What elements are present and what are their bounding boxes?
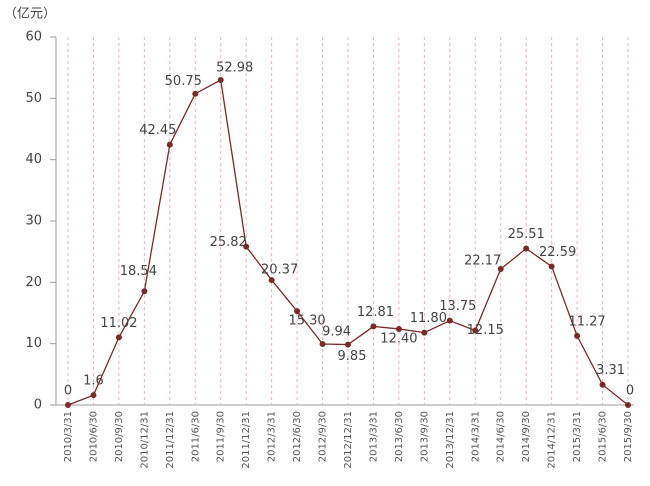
y-tick-label: 40 — [25, 152, 42, 167]
data-point — [421, 329, 428, 336]
data-label: 52.98 — [216, 61, 253, 76]
data-label: 50.75 — [165, 74, 202, 89]
x-tick-label: 2015/6/30 — [598, 411, 609, 462]
x-tick-label: 2012/3/31 — [267, 411, 278, 462]
y-tick-label: 30 — [25, 214, 42, 229]
x-tick-label: 2013/12/31 — [445, 411, 456, 469]
y-axis-label: （亿元） — [4, 7, 56, 22]
data-label: 15.30 — [288, 314, 325, 329]
data-point — [319, 341, 326, 348]
x-tick-label: 2013/6/30 — [394, 411, 405, 462]
data-point — [497, 266, 504, 273]
data-label: 42.45 — [139, 123, 176, 138]
data-point — [472, 327, 479, 334]
data-point — [90, 392, 97, 399]
data-point — [345, 341, 351, 348]
data-label: 11.27 — [568, 314, 605, 329]
x-tick-label: 2010/9/30 — [114, 411, 125, 462]
data-label: 22.59 — [539, 245, 576, 260]
x-tick-label: 2015/9/30 — [623, 411, 634, 462]
x-tick-label: 2011/9/30 — [216, 411, 227, 462]
data-point — [523, 245, 530, 252]
data-point — [65, 402, 71, 408]
data-point — [268, 277, 275, 284]
data-label: 25.51 — [508, 227, 545, 242]
x-tick-label: 2010/12/31 — [139, 411, 150, 469]
data-label: 11.80 — [410, 311, 447, 326]
x-tick-label: 2014/6/30 — [496, 411, 507, 462]
data-label: 3.31 — [596, 363, 625, 378]
x-tick-label: 2013/9/30 — [419, 411, 430, 462]
data-point — [599, 381, 606, 388]
data-label: 12.81 — [357, 305, 394, 320]
data-point — [192, 90, 199, 97]
x-tick-label: 2012/9/30 — [318, 411, 329, 462]
data-point — [370, 323, 377, 330]
data-point — [243, 243, 250, 250]
data-label: 12.15 — [467, 323, 504, 338]
x-tick-label: 2011/12/31 — [165, 411, 176, 469]
x-tick-label: 2014/9/30 — [521, 411, 532, 462]
data-point — [548, 263, 555, 270]
y-tick-label: 10 — [25, 336, 42, 351]
x-tick-label: 2011/6/30 — [190, 411, 201, 462]
data-point — [574, 332, 581, 339]
data-label: 25.82 — [210, 235, 247, 250]
data-point — [217, 77, 224, 84]
x-tick-label: 2010/3/31 — [63, 411, 74, 462]
y-tick-label: 20 — [25, 275, 42, 290]
data-label: 11.02 — [100, 316, 137, 331]
data-label: 18.54 — [120, 264, 157, 279]
data-point — [446, 317, 453, 324]
x-tick-label: 2014/3/31 — [470, 411, 481, 462]
data-label: 20.37 — [261, 263, 298, 278]
data-label: 1.6 — [83, 374, 104, 389]
y-tick-label: 0 — [34, 398, 42, 413]
data-point — [625, 402, 631, 408]
data-point — [166, 141, 173, 148]
y-tick-label: 60 — [25, 30, 42, 45]
data-label: 9.94 — [322, 325, 351, 340]
x-tick-label: 2012/6/30 — [292, 411, 303, 462]
x-tick-label: 2012/12/31 — [343, 411, 354, 469]
x-tick-label: 2013/3/31 — [368, 411, 379, 462]
data-label: 9.85 — [338, 349, 367, 364]
data-label: 12.40 — [380, 331, 417, 346]
data-point — [294, 308, 301, 315]
data-label: 13.75 — [439, 299, 476, 314]
data-label: 0 — [626, 384, 634, 399]
y-tick-label: 50 — [25, 91, 42, 106]
data-point — [115, 334, 122, 341]
x-tick-label: 2015/3/31 — [572, 411, 583, 462]
data-label: 22.17 — [464, 254, 501, 269]
data-point — [395, 325, 402, 332]
x-tick-label: 2011/12/31 — [241, 411, 252, 469]
data-label: 0 — [64, 384, 72, 399]
x-tick-label: 2010/6/30 — [88, 411, 99, 462]
data-point — [141, 288, 148, 295]
x-tick-label: 2014/12/31 — [547, 411, 558, 469]
